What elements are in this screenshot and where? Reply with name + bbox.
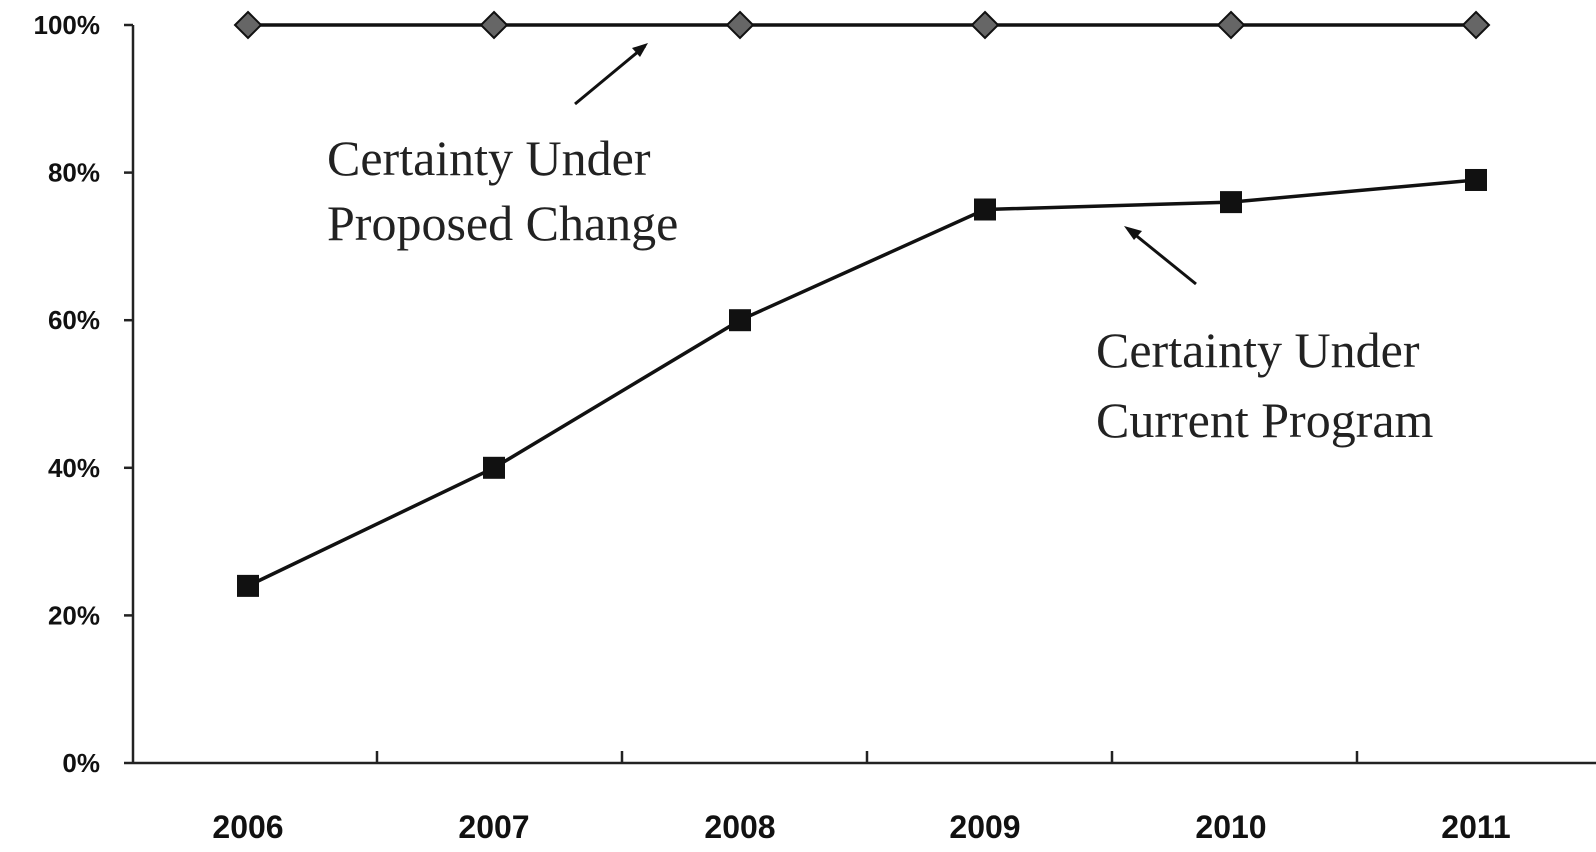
- series-1: [237, 168, 1487, 597]
- y-tick-label: 80%: [48, 158, 100, 188]
- x-tick-label: 2007: [458, 809, 529, 845]
- current-program-arrow: [1127, 227, 1197, 286]
- y-tick-label: 0%: [62, 748, 100, 778]
- data-point: [483, 456, 505, 479]
- y-tick-label: 100%: [34, 10, 101, 40]
- y-tick-label: 20%: [48, 600, 100, 630]
- annotations: Certainty Under Proposed Change Certaint…: [327, 43, 1434, 448]
- data-point: [1216, 10, 1246, 40]
- proposed-change-arrow: [574, 44, 646, 106]
- current-program-label-line1: Certainty Under: [1096, 322, 1420, 378]
- current-program-arrowhead: [1124, 226, 1142, 240]
- current-program-label-line2: Current Program: [1096, 392, 1434, 448]
- data-point: [729, 309, 751, 332]
- series-0: [233, 10, 1491, 40]
- y-axis: 0% 20% 40% 60% 80% 100%: [34, 10, 135, 778]
- x-tick-label: 2011: [1441, 809, 1510, 845]
- x-axis: 2006 2007 2008 2009 2010 2011: [133, 751, 1596, 845]
- data-point: [237, 574, 259, 597]
- data-point: [970, 10, 1000, 40]
- x-tick-label: 2009: [949, 809, 1020, 845]
- proposed-change-label-line2: Proposed Change: [327, 195, 678, 251]
- x-tick-label: 2008: [704, 809, 775, 845]
- data-point: [233, 10, 263, 40]
- y-tick-label: 60%: [48, 305, 100, 335]
- x-tick-label: 2010: [1195, 809, 1266, 845]
- data-point: [479, 10, 509, 40]
- series-layer: [233, 10, 1491, 597]
- y-tick-label: 40%: [48, 453, 100, 483]
- data-point: [1465, 168, 1487, 191]
- x-tick-label: 2006: [212, 809, 283, 845]
- data-point: [725, 10, 755, 40]
- proposed-change-arrowhead: [632, 43, 648, 57]
- series-line: [247, 178, 1477, 588]
- proposed-change-label-line1: Certainty Under: [327, 130, 651, 186]
- data-point: [1461, 10, 1491, 40]
- data-point: [974, 198, 996, 221]
- data-point: [1220, 191, 1242, 214]
